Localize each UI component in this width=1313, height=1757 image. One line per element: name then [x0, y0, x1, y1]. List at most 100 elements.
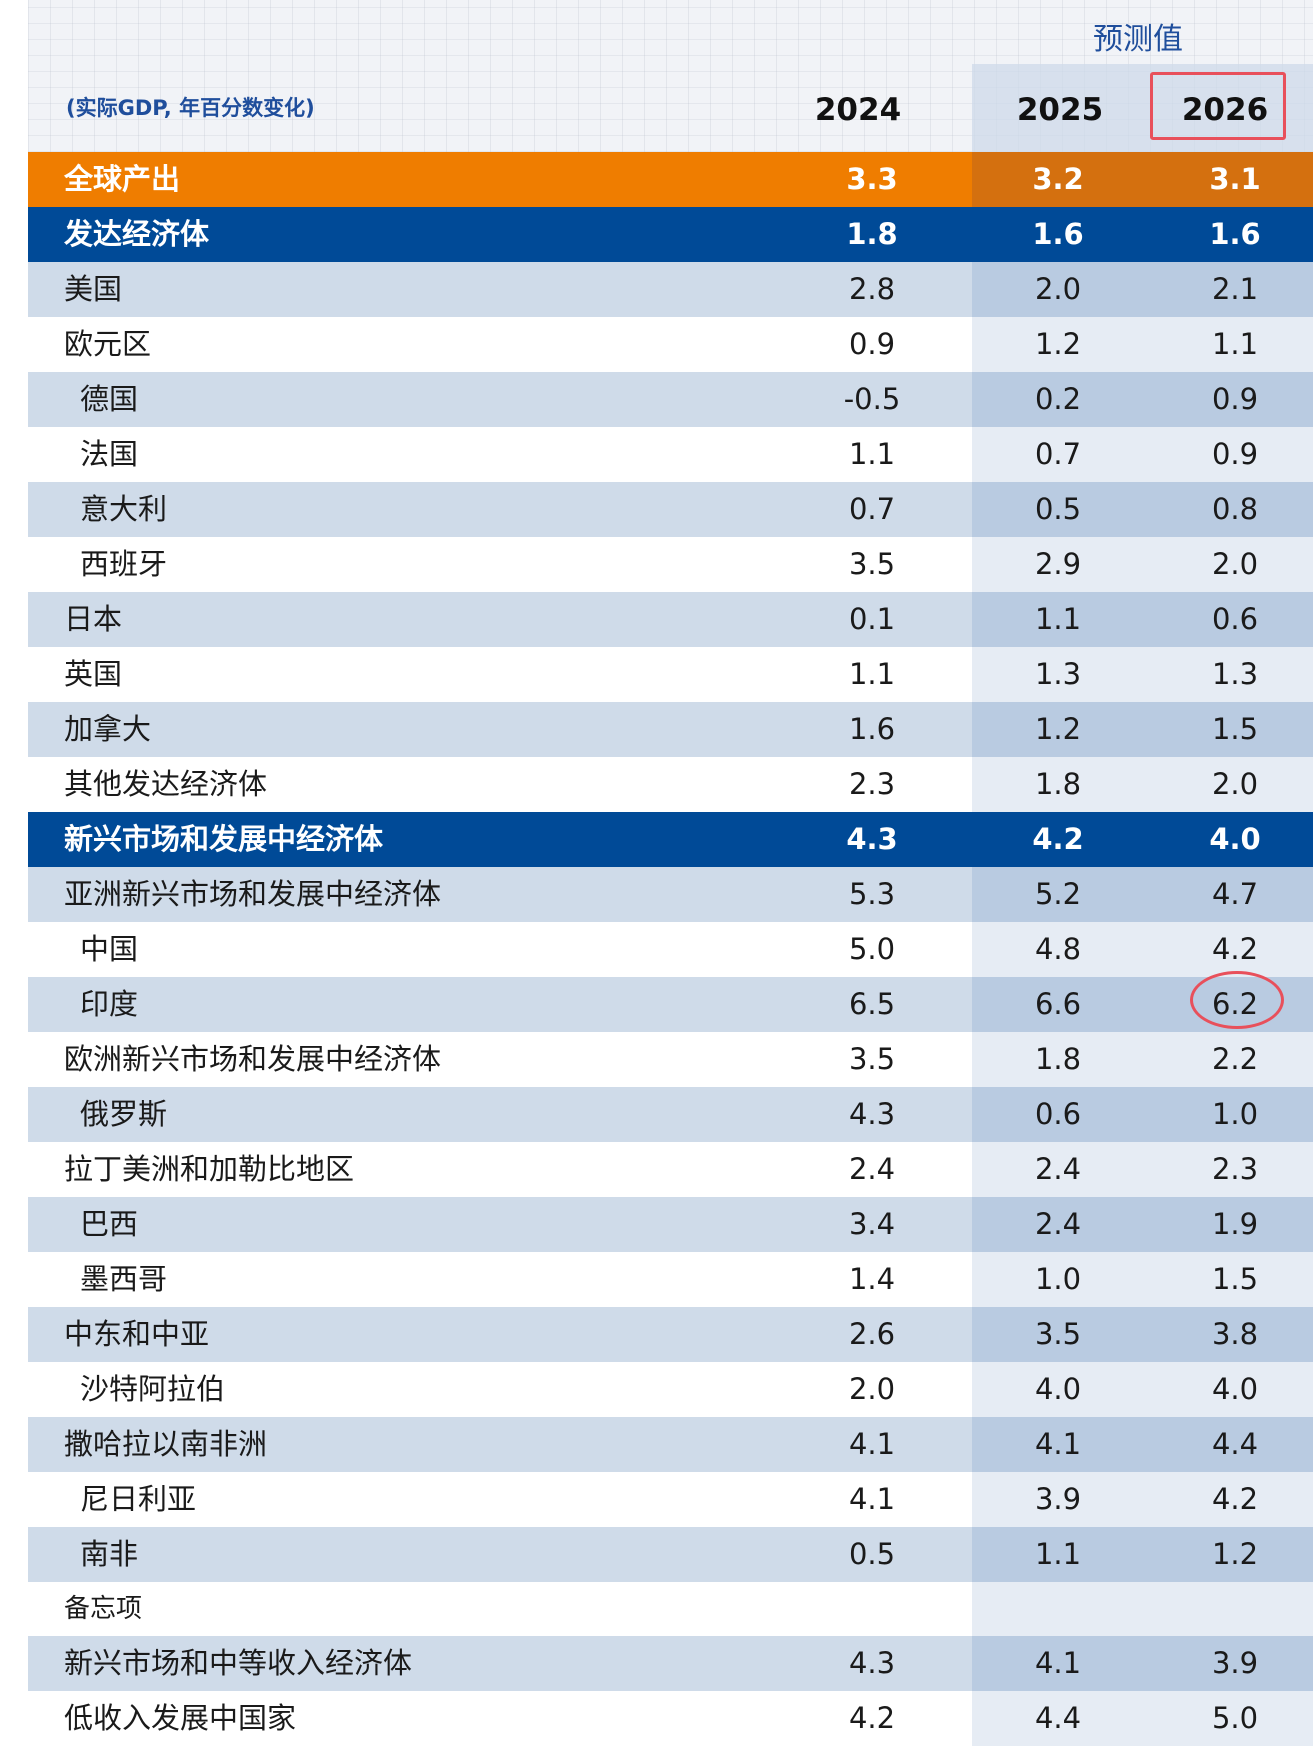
- table-row: 撒哈拉以南非洲 4.1 4.1 4.4: [28, 1417, 1313, 1472]
- table-row: 中国 5.0 4.8 4.2: [28, 922, 1313, 977]
- row-label: 撒哈拉以南非洲: [64, 1427, 268, 1461]
- table-row: 英国 1.1 1.3 1.3: [28, 647, 1313, 702]
- value-cell-2025: 1.8: [1034, 767, 1082, 801]
- value-cell-2026: 0.9: [1211, 437, 1259, 471]
- row-label: 欧洲新兴市场和发展中经济体: [64, 1042, 442, 1076]
- value-cell-2024: 5.3: [848, 877, 896, 911]
- value-cell-2025: 6.6: [1034, 987, 1082, 1021]
- table-row: 欧元区 0.9 1.2 1.1: [28, 317, 1313, 372]
- units-label: (实际GDP, 年百分数变化): [66, 96, 315, 120]
- table-row: 新兴市场和发展中经济体 4.3 4.2 4.0: [28, 812, 1313, 867]
- value-cell-2025: 0.7: [1034, 437, 1082, 471]
- table-row: 全球产出 3.3 3.2 3.1: [28, 152, 1313, 207]
- value-cell-2026: 3.1: [1209, 162, 1261, 196]
- value-cell-2025: 4.8: [1034, 932, 1082, 966]
- value-cell-2026: 2.2: [1211, 1042, 1259, 1076]
- value-cell-2026: 4.0: [1211, 1372, 1259, 1406]
- value-cell-2024: 1.1: [848, 657, 896, 691]
- table-row: 发达经济体 1.8 1.6 1.6: [28, 207, 1313, 262]
- forecast-label: 预测值: [1093, 22, 1183, 57]
- value-cell-2024: 2.3: [848, 767, 896, 801]
- value-cell-2024: 0.9: [848, 327, 896, 361]
- value-cell-2025: 3.9: [1034, 1482, 1082, 1516]
- table-body: 全球产出 3.3 3.2 3.1 发达经济体 1.8 1.6 1.6 美国 2.8 2.0 2.1 欧元…: [28, 152, 1313, 1746]
- value-cell-2025: 5.2: [1034, 877, 1082, 911]
- row-label: 美国: [64, 272, 123, 306]
- value-cell-2024: 3.3: [846, 162, 898, 196]
- value-cell-2024: 1.4: [848, 1262, 896, 1296]
- value-cell-2025: 2.0: [1034, 272, 1082, 306]
- highlight-circle-india-2026: [1190, 971, 1284, 1029]
- value-cell-2024: 4.3: [848, 1097, 896, 1131]
- row-label: 拉丁美洲和加勒比地区: [64, 1152, 355, 1186]
- value-cell-2025: 1.3: [1034, 657, 1082, 691]
- table-row: 南非 0.5 1.1 1.2: [28, 1527, 1313, 1582]
- table-row: 备忘项: [28, 1582, 1313, 1636]
- row-label: 加拿大: [64, 712, 152, 746]
- value-cell-2025: 4.1: [1034, 1427, 1082, 1461]
- row-label: 发达经济体: [64, 217, 210, 251]
- value-cell-2024: 4.3: [846, 822, 898, 856]
- value-cell-2024: 4.1: [848, 1427, 896, 1461]
- value-cell-2024: 2.0: [848, 1372, 896, 1406]
- value-cell-2025: 4.0: [1034, 1372, 1082, 1406]
- value-cell-2026: 1.3: [1211, 657, 1259, 691]
- value-cell-2025: 2.9: [1034, 547, 1082, 581]
- value-cell-2026: 6.2: [1211, 987, 1259, 1021]
- value-cell-2026: 5.0: [1211, 1701, 1259, 1735]
- row-label: 全球产出: [64, 162, 181, 196]
- row-label: 巴西: [80, 1207, 139, 1241]
- value-cell-2024: 3.4: [848, 1207, 896, 1241]
- value-cell-2024: 1.6: [848, 712, 896, 746]
- year-header-2024: 2024: [814, 92, 902, 128]
- value-cell-2025: 4.4: [1034, 1701, 1082, 1735]
- value-cell-2026: 0.8: [1211, 492, 1259, 526]
- value-cell-2026: 1.5: [1211, 712, 1259, 746]
- row-label: 尼日利亚: [80, 1482, 197, 1516]
- value-cell-2024: 0.1: [848, 602, 896, 636]
- table-row: 俄罗斯 4.3 0.6 1.0: [28, 1087, 1313, 1142]
- value-cell-2025: 1.6: [1032, 217, 1084, 251]
- value-cell-2024: 4.2: [848, 1701, 896, 1735]
- year-header-2026: 2026: [1181, 92, 1269, 128]
- table-row: 西班牙 3.5 2.9 2.0: [28, 537, 1313, 592]
- table-row: 拉丁美洲和加勒比地区 2.4 2.4 2.3: [28, 1142, 1313, 1197]
- row-label: 印度: [80, 987, 139, 1021]
- value-cell-2026: 0.9: [1211, 382, 1259, 416]
- value-cell-2024: -0.5: [843, 382, 901, 416]
- value-cell-2025: 1.1: [1034, 1537, 1082, 1571]
- value-cell-2025: 2.4: [1034, 1207, 1082, 1241]
- row-label: 新兴市场和发展中经济体: [64, 822, 384, 856]
- value-cell-2024: 2.6: [848, 1317, 896, 1351]
- value-cell-2024: 1.8: [846, 217, 898, 251]
- value-cell-2025: 1.1: [1034, 602, 1082, 636]
- value-cell-2026: 4.2: [1211, 932, 1259, 966]
- value-cell-2024: 0.7: [848, 492, 896, 526]
- value-cell-2026: 3.9: [1211, 1646, 1259, 1680]
- row-label: 备忘项: [64, 1594, 143, 1624]
- row-label: 其他发达经济体: [64, 767, 268, 801]
- table-row: 低收入发展中国家 4.2 4.4 5.0: [28, 1691, 1313, 1746]
- row-label: 亚洲新兴市场和发展中经济体: [64, 877, 442, 911]
- value-cell-2026: 1.5: [1211, 1262, 1259, 1296]
- row-label: 沙特阿拉伯: [80, 1372, 226, 1406]
- value-cell-2025: 1.2: [1034, 712, 1082, 746]
- value-cell-2026: 1.1: [1211, 327, 1259, 361]
- value-cell-2025: 0.5: [1034, 492, 1082, 526]
- row-label: 低收入发展中国家: [64, 1701, 297, 1735]
- value-cell-2025: 4.1: [1034, 1646, 1082, 1680]
- year-header-2025: 2025: [1016, 92, 1104, 128]
- row-label: 南非: [80, 1537, 139, 1571]
- table-row: 德国 -0.5 0.2 0.9: [28, 372, 1313, 427]
- row-label: 新兴市场和中等收入经济体: [64, 1646, 413, 1680]
- row-label: 法国: [80, 437, 139, 471]
- table-row: 日本 0.1 1.1 0.6: [28, 592, 1313, 647]
- value-cell-2024: 2.4: [848, 1152, 896, 1186]
- value-cell-2024: 5.0: [848, 932, 896, 966]
- row-label: 中国: [80, 932, 139, 966]
- value-cell-2025: 1.0: [1034, 1262, 1082, 1296]
- row-label: 俄罗斯: [80, 1097, 168, 1131]
- value-cell-2024: 6.5: [848, 987, 896, 1021]
- value-cell-2025: 0.6: [1034, 1097, 1082, 1131]
- row-label: 德国: [80, 382, 139, 416]
